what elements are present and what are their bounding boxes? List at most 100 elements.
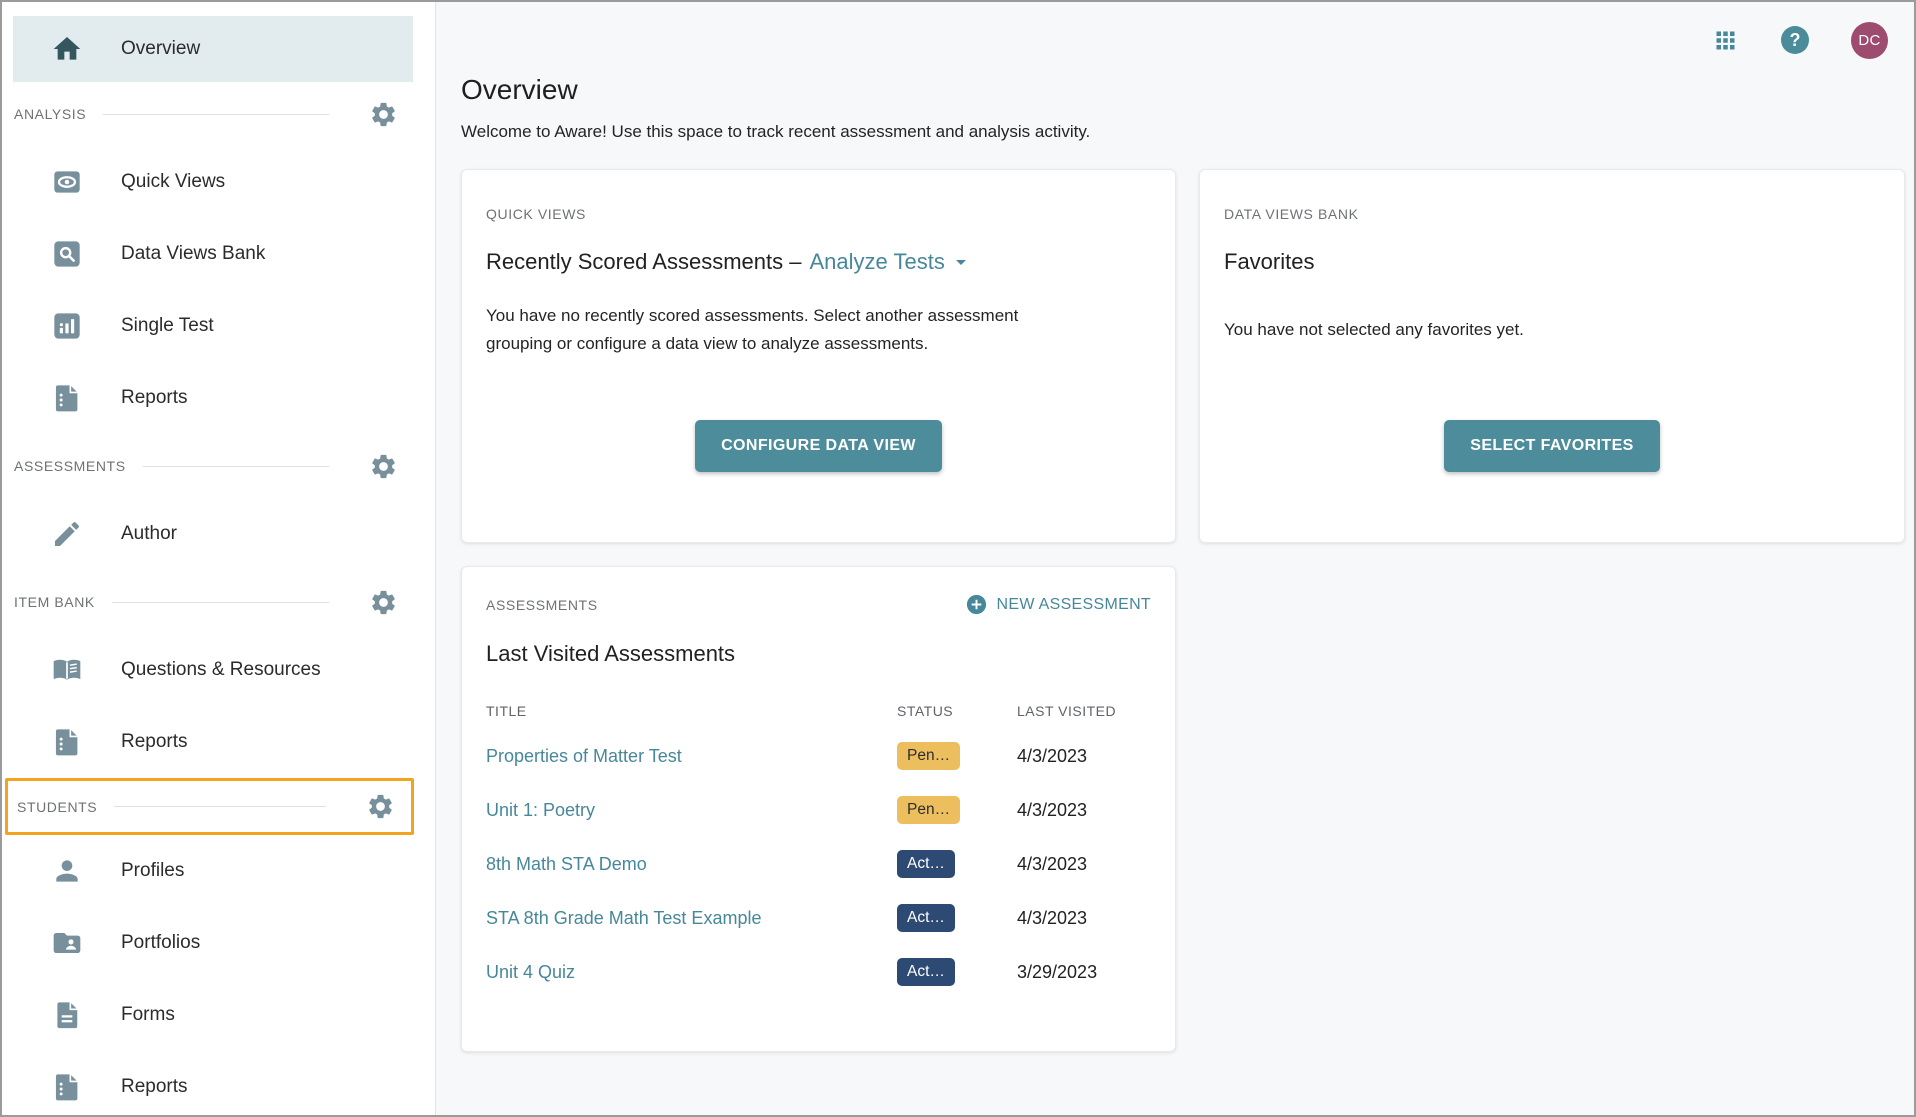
sidebar-item-data-views-bank[interactable]: Data Views Bank bbox=[2, 218, 435, 290]
sidebar-item-portfolios[interactable]: Portfolios bbox=[2, 907, 435, 979]
card-section-label: QUICK VIEWS bbox=[486, 206, 586, 222]
chevron-down-icon bbox=[949, 250, 973, 274]
avatar[interactable]: DC bbox=[1851, 21, 1888, 59]
sidebar-section-assessments: ASSESSMENTS bbox=[2, 434, 435, 498]
button-row: SELECT FAVORITES bbox=[1224, 420, 1880, 542]
status-badge: Act… bbox=[897, 958, 955, 986]
assessments-card: ASSESSMENTS NEW ASSESSMENT Last Visited … bbox=[461, 566, 1176, 1052]
assessments-settings-gear-icon[interactable] bbox=[369, 452, 398, 481]
table-row: STA 8th Grade Math Test Example Act… 4/3… bbox=[486, 891, 1151, 945]
help-icon[interactable]: ? bbox=[1781, 26, 1809, 54]
sidebar-item-quick-views[interactable]: Quick Views bbox=[2, 146, 435, 218]
section-label: ITEM BANK bbox=[14, 594, 95, 610]
search-bank-icon bbox=[51, 238, 83, 270]
pencil-icon bbox=[51, 518, 83, 550]
table-row: Properties of Matter Test Pen… 4/3/2023 bbox=[486, 729, 1151, 783]
analysis-settings-gear-icon[interactable] bbox=[369, 100, 398, 129]
quick-views-icon bbox=[51, 166, 83, 198]
assessments-table: TITLE STATUS LAST VISITED Properties of … bbox=[486, 693, 1151, 999]
page-title: Overview bbox=[461, 74, 578, 105]
column-header-status: STATUS bbox=[897, 703, 954, 719]
new-assessment-label: NEW ASSESSMENT bbox=[996, 595, 1151, 613]
sidebar-item-profiles[interactable]: Profiles bbox=[2, 835, 435, 907]
last-visited-date: 4/3/2023 bbox=[1017, 907, 1088, 928]
sidebar-item-label: Overview bbox=[121, 38, 201, 59]
table-header-row: TITLE STATUS LAST VISITED bbox=[486, 693, 1151, 729]
sidebar-item-author[interactable]: Author bbox=[2, 498, 435, 570]
last-visited-date: 3/29/2023 bbox=[1017, 961, 1098, 982]
last-visited-date: 4/3/2023 bbox=[1017, 853, 1088, 874]
section-divider bbox=[111, 601, 329, 603]
sidebar-item-label: Profiles bbox=[121, 860, 185, 881]
sidebar-item-label: Author bbox=[121, 523, 177, 544]
sidebar-item-label: Reports bbox=[121, 1076, 188, 1097]
assessment-title-link[interactable]: Unit 4 Quiz bbox=[486, 961, 576, 982]
sidebar-item-label: Questions & Resources bbox=[121, 659, 321, 680]
report-document-icon bbox=[51, 1071, 83, 1103]
home-icon bbox=[51, 33, 83, 65]
last-visited-date: 4/3/2023 bbox=[1017, 799, 1088, 820]
section-divider bbox=[103, 113, 329, 115]
sidebar-item-label: Reports bbox=[121, 731, 188, 752]
students-section-highlight: STUDENTS bbox=[5, 778, 414, 835]
person-icon bbox=[51, 855, 83, 887]
assessment-title-link[interactable]: Unit 1: Poetry bbox=[486, 799, 596, 820]
main-content: ? DC Overview Welcome to Aware! Use this… bbox=[436, 2, 1914, 1115]
select-favorites-button[interactable]: SELECT FAVORITES bbox=[1444, 420, 1660, 472]
card-section-label: DATA VIEWS BANK bbox=[1224, 206, 1359, 222]
favorites-heading: Favorites bbox=[1224, 249, 1315, 274]
section-label: ANALYSIS bbox=[14, 106, 87, 122]
favorites-card: DATA VIEWS BANK Favorites You have not s… bbox=[1199, 169, 1905, 543]
page-subtitle: Welcome to Aware! Use this space to trac… bbox=[461, 122, 1091, 141]
column-header-last-visited: LAST VISITED bbox=[1017, 703, 1117, 719]
sidebar-item-questions-resources[interactable]: Questions & Resources bbox=[2, 634, 435, 706]
analyze-tests-dropdown[interactable]: Analyze Tests bbox=[809, 249, 972, 275]
sidebar-section-analysis: ANALYSIS bbox=[2, 82, 435, 146]
topbar: ? DC bbox=[461, 2, 1905, 60]
new-assessment-button[interactable]: NEW ASSESSMENT bbox=[965, 593, 1151, 616]
last-visited-date: 4/3/2023 bbox=[1017, 745, 1088, 766]
quick-views-card: QUICK VIEWS Recently Scored Assessments … bbox=[461, 169, 1176, 543]
quick-views-heading-text: Recently Scored Assessments – bbox=[486, 249, 802, 274]
sidebar-item-overview[interactable]: Overview bbox=[13, 16, 413, 82]
sidebar-item-item-bank-reports[interactable]: Reports bbox=[2, 706, 435, 778]
section-label: ASSESSMENTS bbox=[14, 458, 126, 474]
quick-views-heading: Recently Scored Assessments – Analyze Te… bbox=[486, 249, 1151, 275]
quick-views-empty-text: You have no recently scored assessments.… bbox=[486, 306, 1019, 354]
section-divider bbox=[142, 465, 329, 467]
sidebar-item-single-test[interactable]: Single Test bbox=[2, 290, 435, 362]
sidebar-item-analysis-reports[interactable]: Reports bbox=[2, 362, 435, 434]
section-divider bbox=[114, 806, 326, 807]
folder-person-icon bbox=[51, 927, 83, 959]
plus-circle-icon bbox=[965, 593, 988, 616]
cards-row: QUICK VIEWS Recently Scored Assessments … bbox=[461, 169, 1905, 543]
form-document-icon bbox=[51, 999, 83, 1031]
students-settings-gear-icon[interactable] bbox=[366, 792, 395, 821]
assessment-title-link[interactable]: 8th Math STA Demo bbox=[486, 853, 647, 874]
sidebar-section-students: STUDENTS bbox=[8, 781, 411, 832]
sidebar-item-label: Single Test bbox=[121, 315, 214, 336]
card-section-label: ASSESSMENTS bbox=[486, 596, 598, 613]
analyze-tests-label: Analyze Tests bbox=[809, 249, 945, 274]
sidebar-item-label: Portfolios bbox=[121, 932, 201, 953]
section-label: STUDENTS bbox=[17, 798, 98, 815]
last-visited-heading: Last Visited Assessments bbox=[486, 641, 736, 666]
assessment-title-link[interactable]: Properties of Matter Test bbox=[486, 745, 682, 766]
status-badge: Pen… bbox=[897, 742, 961, 770]
sidebar-item-label: Quick Views bbox=[121, 171, 226, 192]
assessments-card-header: ASSESSMENTS NEW ASSESSMENT bbox=[486, 593, 1151, 616]
status-badge: Act… bbox=[897, 904, 955, 932]
report-document-icon bbox=[51, 726, 83, 758]
sidebar-section-item-bank: ITEM BANK bbox=[2, 570, 435, 634]
report-document-icon bbox=[51, 382, 83, 414]
configure-data-view-button[interactable]: CONFIGURE DATA VIEW bbox=[695, 420, 942, 472]
sidebar-item-label: Data Views Bank bbox=[121, 243, 266, 264]
item-bank-settings-gear-icon[interactable] bbox=[369, 588, 398, 617]
open-book-icon bbox=[51, 654, 83, 686]
sidebar-item-students-reports[interactable]: Reports bbox=[2, 1051, 435, 1115]
assessment-title-link[interactable]: STA 8th Grade Math Test Example bbox=[486, 907, 762, 928]
button-row: CONFIGURE DATA VIEW bbox=[486, 420, 1151, 542]
sidebar-item-forms[interactable]: Forms bbox=[2, 979, 435, 1051]
apps-grid-icon[interactable] bbox=[1712, 27, 1739, 54]
